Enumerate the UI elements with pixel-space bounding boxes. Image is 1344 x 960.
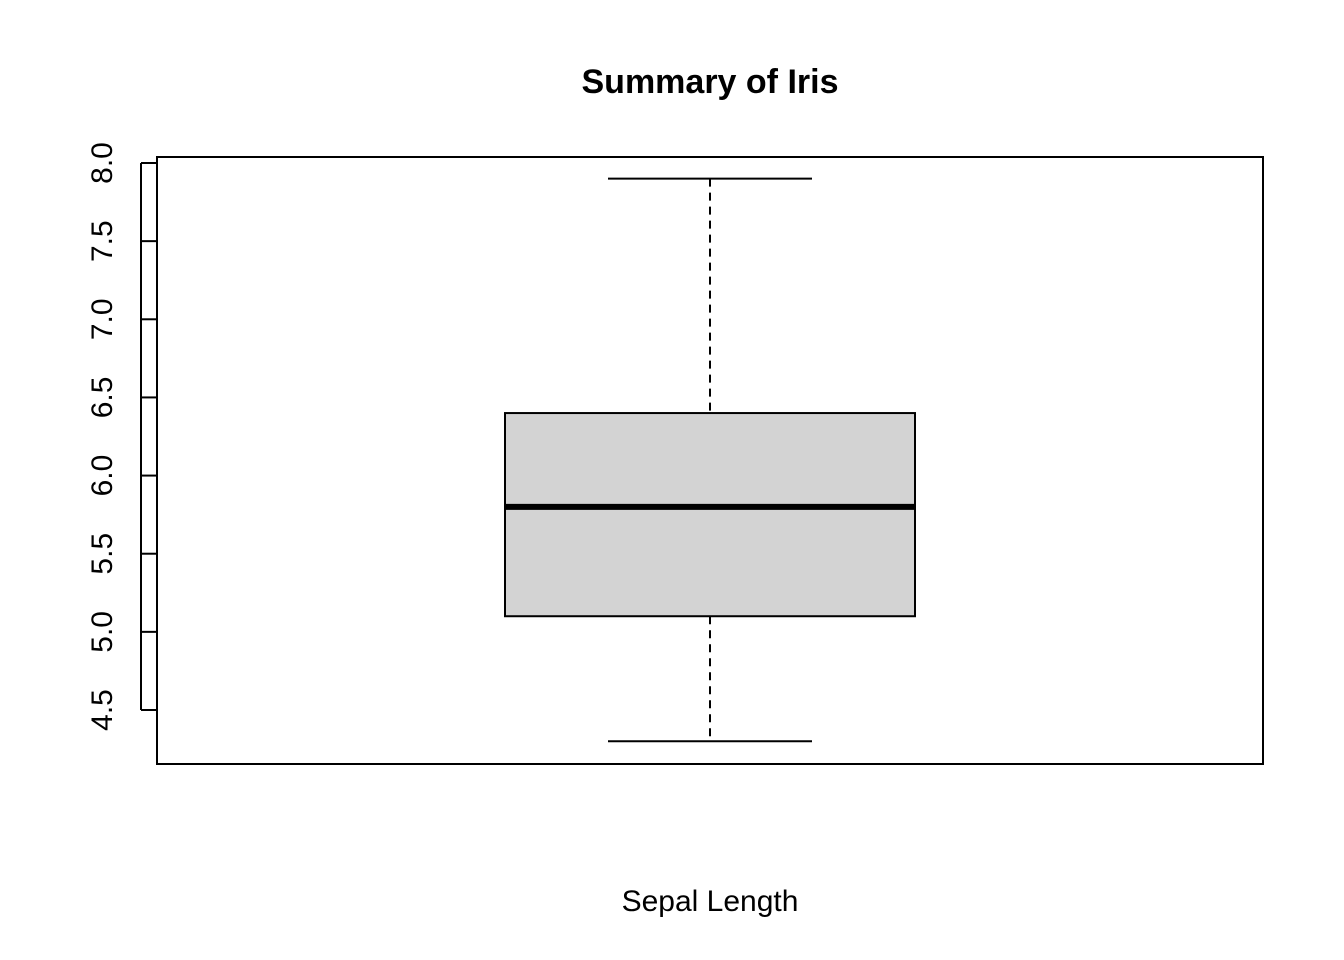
y-tick-label: 6.5 [86, 377, 119, 419]
y-tick-label: 7.5 [86, 220, 119, 262]
y-tick-label: 6.0 [86, 455, 119, 497]
y-tick-label: 7.0 [86, 298, 119, 340]
y-tick-label: 5.0 [86, 611, 119, 653]
y-axis: 4.5 5.0 5.5 6.0 6.5 7.0 7.5 8.0 [86, 142, 157, 731]
boxplot [504, 177, 916, 743]
iqr-box [504, 412, 916, 618]
y-tick-label: 5.5 [86, 533, 119, 575]
y-tick-label: 8.0 [86, 142, 119, 184]
x-axis-label: Sepal Length [622, 885, 799, 918]
plot-frame [156, 156, 1264, 765]
chart-title: Summary of Iris [582, 63, 839, 101]
y-tick-label: 4.5 [86, 689, 119, 731]
